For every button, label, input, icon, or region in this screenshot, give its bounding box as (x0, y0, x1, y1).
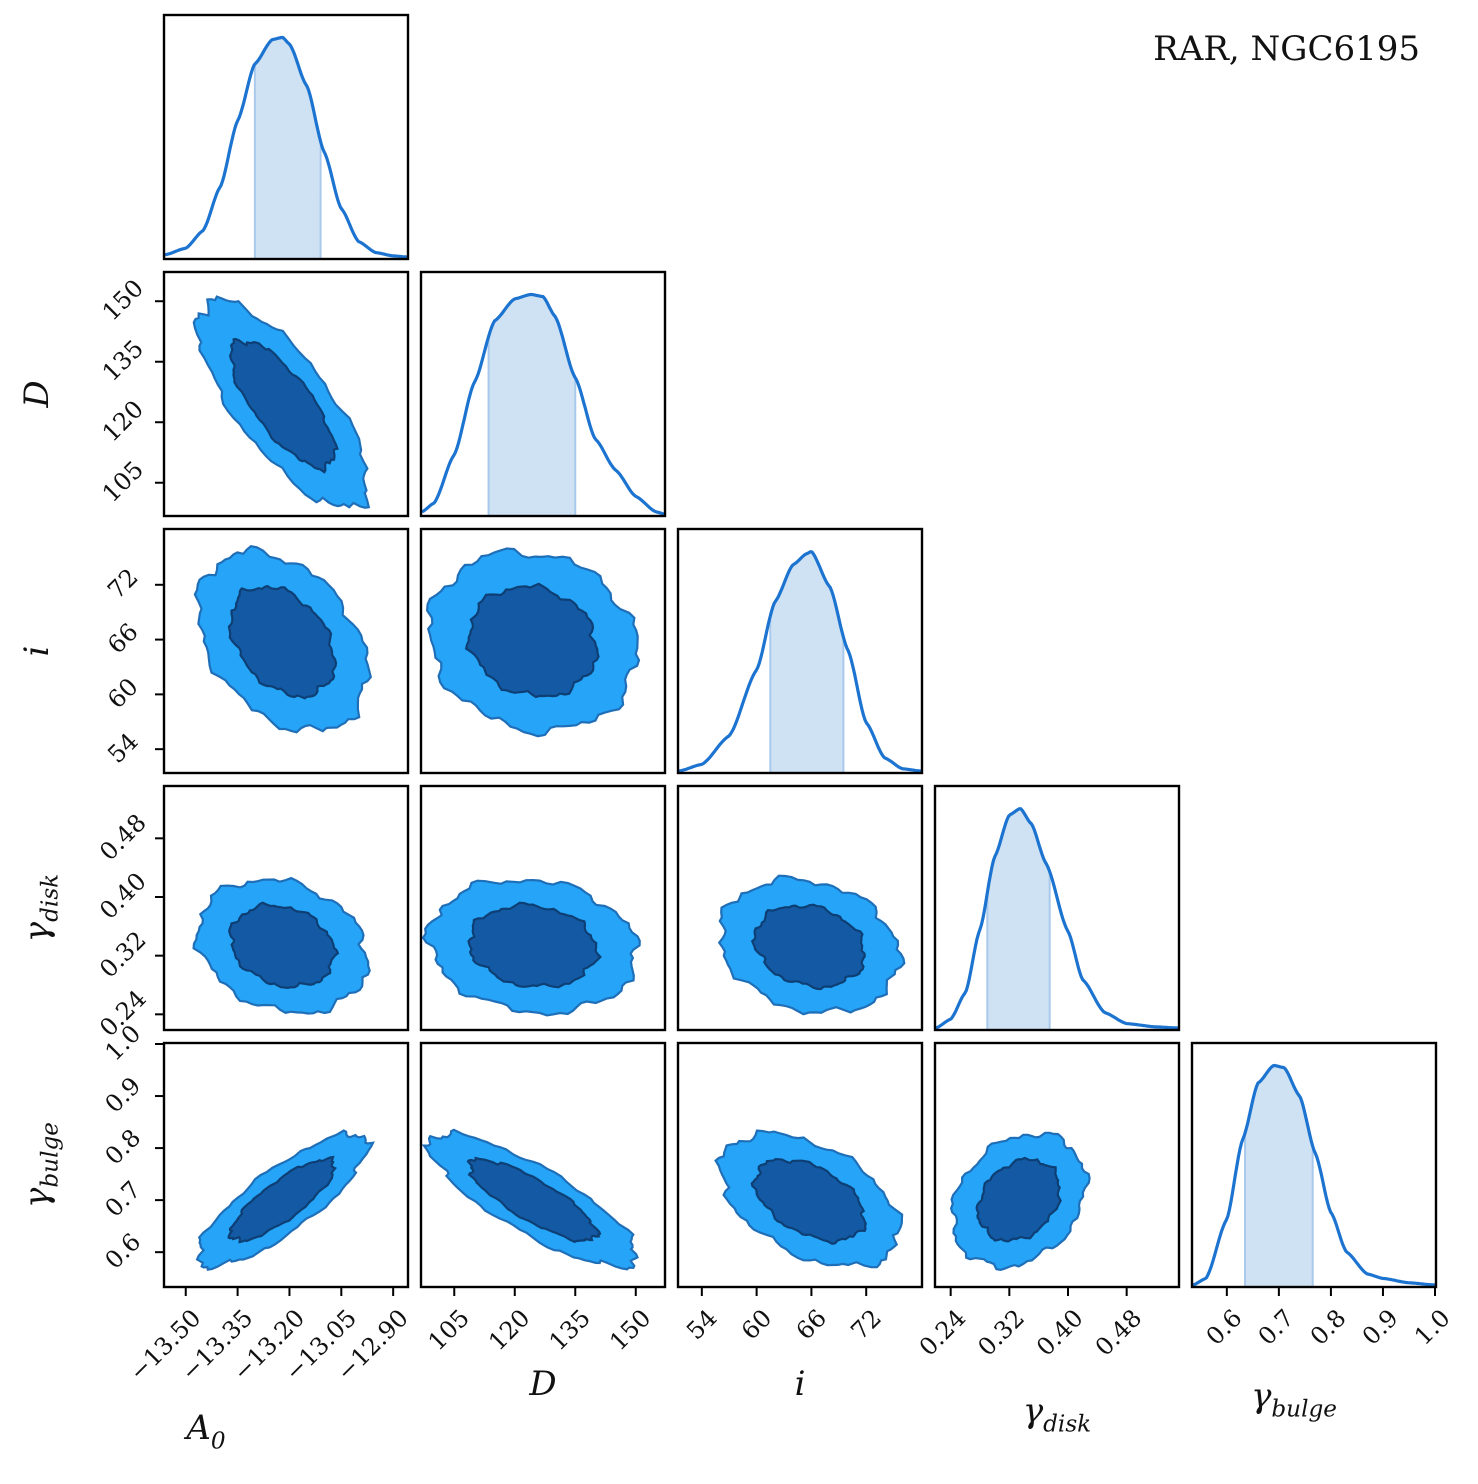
x-tick-label-i-2: 66 (791, 1304, 832, 1345)
x-tick-label-gamma_bulge-0: 0.6 (1201, 1304, 1248, 1351)
y-tick-label-gamma_bulge-0: 0.6 (100, 1228, 147, 1275)
marginal-panel-frame-D (419, 270, 667, 518)
contour-panel-gamma_bulge-vs-D (421, 1128, 639, 1271)
marginal-curve-gamma_bulge (1192, 1063, 1436, 1287)
y-axis-label-gamma_disk: γdisk (17, 874, 64, 942)
y-tick-label-D-3: 150 (97, 274, 149, 326)
credible-band-gamma_disk (987, 808, 1050, 1029)
x-tick-label-gamma_bulge-4: 1.0 (1409, 1304, 1456, 1351)
credible-band-gamma_bulge (1245, 1065, 1313, 1286)
x-axis-label-i: i (795, 1364, 806, 1404)
panel-frame-gamma_disk-vs-A0 (162, 784, 410, 1032)
panel-frame-gamma_bulge-vs-A0 (162, 1041, 410, 1289)
y-tick-label-gamma_bulge-1: 0.7 (100, 1176, 147, 1223)
x-tick-label-gamma_disk-3: 0.48 (1090, 1304, 1148, 1362)
contour-panel-gamma_disk-vs-i (717, 874, 906, 1016)
contour-1sigma-gamma_bulge-vs-i (750, 1158, 867, 1245)
y-tick-label-gamma_disk-3: 0.48 (94, 808, 152, 866)
y-tick-label-D-1: 120 (97, 395, 149, 447)
contour-1sigma-gamma_disk-vs-i (750, 903, 866, 991)
marginal-panel-frame-i (676, 527, 924, 775)
y-axis-label-gamma_bulge: γbulge (17, 1122, 64, 1208)
x-tick-label-gamma_bulge-3: 0.9 (1357, 1304, 1404, 1351)
contour-1sigma-gamma_disk-vs-A0 (228, 901, 340, 990)
panel-frame-gamma_disk-vs-D (419, 784, 667, 1032)
x-axis-label-gamma_bulge: γbulge (1251, 1376, 1337, 1423)
panel-frame-i-vs-A0 (162, 527, 410, 775)
marginal-curve-A0 (164, 35, 408, 259)
panel-frame-gamma_bulge-vs-gamma_disk (933, 1041, 1181, 1289)
credible-band-D (488, 294, 576, 515)
x-tick-label-D-2: 135 (544, 1304, 596, 1356)
x-tick-label-D-1: 120 (483, 1304, 535, 1356)
contour-panel-D-vs-A0 (192, 295, 371, 509)
marginal-curve-i (678, 550, 922, 773)
marginal-curve-D (421, 292, 665, 516)
y-tick-label-gamma_disk-1: 0.32 (94, 926, 152, 984)
contour-panel-i-vs-D (425, 547, 641, 738)
y-axis-label-i: i (17, 646, 57, 657)
contour-panel-gamma_disk-vs-A0 (192, 876, 371, 1015)
panel-frame-D-vs-A0 (162, 270, 410, 518)
contour-layer (192, 295, 1091, 1272)
contour-1sigma-gamma_bulge-vs-A0 (227, 1155, 337, 1244)
contour-1sigma-i-vs-D (464, 582, 600, 699)
credible-band-i (770, 551, 844, 772)
panel-frame-i-vs-D (419, 527, 667, 775)
marginal-curve-gamma_disk (935, 807, 1179, 1030)
y-tick-label-D-0: 105 (97, 456, 149, 508)
x-tick-label-i-1: 60 (736, 1304, 777, 1345)
y-tick-label-i-0: 54 (102, 727, 143, 768)
axis-label-layer: A0 D i γdisk γbulge Di γdisk γbulge (17, 380, 1337, 1454)
marginal-layer (164, 35, 1436, 1287)
y-tick-label-i-2: 66 (102, 618, 143, 659)
x-tick-label-gamma_disk-1: 0.32 (972, 1304, 1030, 1362)
marginal-panel-frame-gamma_bulge (1190, 1041, 1438, 1289)
x-axis-label-D: D (528, 1364, 556, 1404)
contour-1sigma-gamma_bulge-vs-D (466, 1156, 602, 1244)
y-tick-label-gamma_disk-2: 0.40 (94, 867, 152, 925)
y-tick-label-D-2: 135 (97, 335, 149, 387)
contour-1sigma-i-vs-A0 (227, 584, 338, 700)
y-tick-label-gamma_bulge-2: 0.8 (100, 1124, 147, 1171)
contour-1sigma-D-vs-A0 (228, 337, 339, 474)
contour-panel-gamma_bulge-vs-gamma_disk (949, 1131, 1091, 1272)
contour-1sigma-gamma_disk-vs-D (467, 901, 602, 989)
x-axis-label-A0: A0 (183, 1408, 225, 1455)
x-tick-label-i-3: 72 (845, 1304, 886, 1345)
x-tick-label-gamma_bulge-2: 0.8 (1305, 1304, 1352, 1351)
x-tick-label-gamma_bulge-1: 0.7 (1253, 1304, 1300, 1351)
y-axis-label-D: D (17, 380, 57, 408)
x-axis-label-gamma_disk: γdisk (1023, 1391, 1091, 1438)
x-tick-label-gamma_disk-0: 0.24 (914, 1304, 972, 1362)
contour-panel-i-vs-A0 (193, 545, 373, 734)
panel-frame-gamma_disk-vs-i (676, 784, 924, 1032)
panel-frame-gamma_bulge-vs-D (419, 1041, 667, 1289)
contour-1sigma-gamma_bulge-vs-gamma_disk (975, 1156, 1062, 1243)
contour-panel-gamma_disk-vs-D (421, 878, 641, 1017)
marginal-panel-frame-gamma_disk (933, 784, 1181, 1032)
x-tick-label-D-3: 150 (604, 1304, 656, 1356)
contour-panel-gamma_bulge-vs-A0 (195, 1129, 375, 1271)
x-tick-label-gamma_disk-2: 0.40 (1031, 1304, 1089, 1362)
marginal-panel-frame-A0 (162, 13, 410, 261)
y-tick-label-i-3: 72 (102, 563, 143, 604)
panel-frame-layer (162, 13, 1438, 1289)
x-tick-label-D-0: 105 (423, 1304, 475, 1356)
figure-label: RAR, NGC6195 (1153, 29, 1420, 69)
x-tick-label-i-0: 54 (681, 1304, 722, 1345)
panel-frame-gamma_bulge-vs-i (676, 1041, 924, 1289)
credible-band-A0 (254, 37, 321, 258)
contour-panel-gamma_bulge-vs-i (714, 1129, 904, 1269)
y-tick-label-i-1: 60 (102, 673, 143, 714)
y-tick-label-gamma_bulge-3: 0.9 (100, 1072, 147, 1119)
